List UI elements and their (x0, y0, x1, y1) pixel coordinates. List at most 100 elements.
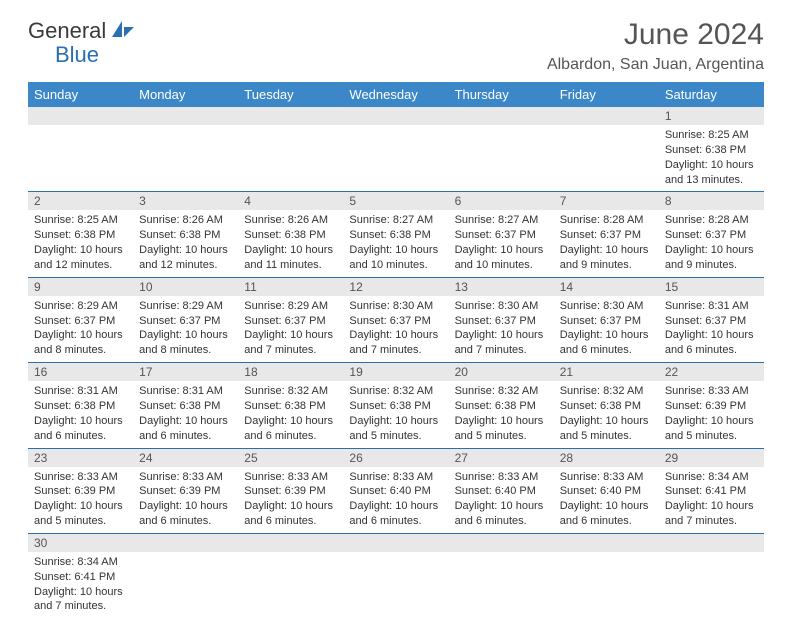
day-details: Sunrise: 8:32 AMSunset: 6:38 PMDaylight:… (343, 381, 448, 447)
calendar-cell: 9Sunrise: 8:29 AMSunset: 6:37 PMDaylight… (28, 277, 133, 362)
calendar-cell (659, 533, 764, 618)
day-header: Monday (133, 82, 238, 107)
calendar-cell: 13Sunrise: 8:30 AMSunset: 6:37 PMDayligh… (449, 277, 554, 362)
calendar-cell: 16Sunrise: 8:31 AMSunset: 6:38 PMDayligh… (28, 363, 133, 448)
empty-day-number (449, 534, 554, 552)
day-number: 9 (28, 278, 133, 296)
day-number: 8 (659, 192, 764, 210)
logo-blue-wrap: Blue (55, 42, 99, 68)
day-header: Friday (554, 82, 659, 107)
day-details: Sunrise: 8:34 AMSunset: 6:41 PMDaylight:… (28, 552, 133, 618)
calendar-cell (133, 533, 238, 618)
calendar-cell: 19Sunrise: 8:32 AMSunset: 6:38 PMDayligh… (343, 363, 448, 448)
calendar-cell (238, 107, 343, 192)
calendar-cell: 10Sunrise: 8:29 AMSunset: 6:37 PMDayligh… (133, 277, 238, 362)
calendar-cell (449, 533, 554, 618)
calendar-cell (449, 107, 554, 192)
empty-day-number (238, 107, 343, 125)
calendar-week: 30Sunrise: 8:34 AMSunset: 6:41 PMDayligh… (28, 533, 764, 618)
logo-text-blue: Blue (55, 42, 99, 67)
empty-day-number (554, 534, 659, 552)
day-details: Sunrise: 8:30 AMSunset: 6:37 PMDaylight:… (449, 296, 554, 362)
day-details: Sunrise: 8:33 AMSunset: 6:40 PMDaylight:… (343, 467, 448, 533)
calendar-cell: 25Sunrise: 8:33 AMSunset: 6:39 PMDayligh… (238, 448, 343, 533)
calendar-cell: 7Sunrise: 8:28 AMSunset: 6:37 PMDaylight… (554, 192, 659, 277)
day-number: 16 (28, 363, 133, 381)
sail-icon (110, 19, 136, 44)
day-details: Sunrise: 8:33 AMSunset: 6:40 PMDaylight:… (554, 467, 659, 533)
day-details: Sunrise: 8:31 AMSunset: 6:37 PMDaylight:… (659, 296, 764, 362)
empty-day-number (554, 107, 659, 125)
day-details: Sunrise: 8:30 AMSunset: 6:37 PMDaylight:… (554, 296, 659, 362)
calendar-cell: 20Sunrise: 8:32 AMSunset: 6:38 PMDayligh… (449, 363, 554, 448)
calendar-cell: 5Sunrise: 8:27 AMSunset: 6:38 PMDaylight… (343, 192, 448, 277)
day-number: 4 (238, 192, 343, 210)
calendar-cell: 15Sunrise: 8:31 AMSunset: 6:37 PMDayligh… (659, 277, 764, 362)
calendar-cell: 21Sunrise: 8:32 AMSunset: 6:38 PMDayligh… (554, 363, 659, 448)
day-number: 21 (554, 363, 659, 381)
calendar-cell: 29Sunrise: 8:34 AMSunset: 6:41 PMDayligh… (659, 448, 764, 533)
calendar-table: SundayMondayTuesdayWednesdayThursdayFrid… (28, 82, 764, 618)
day-number: 1 (659, 107, 764, 125)
calendar-cell: 6Sunrise: 8:27 AMSunset: 6:37 PMDaylight… (449, 192, 554, 277)
day-number: 24 (133, 449, 238, 467)
calendar-cell: 23Sunrise: 8:33 AMSunset: 6:39 PMDayligh… (28, 448, 133, 533)
location: Albardon, San Juan, Argentina (547, 56, 764, 74)
day-number: 3 (133, 192, 238, 210)
calendar-header-row: SundayMondayTuesdayWednesdayThursdayFrid… (28, 82, 764, 107)
calendar-cell: 11Sunrise: 8:29 AMSunset: 6:37 PMDayligh… (238, 277, 343, 362)
logo-text-general: General (28, 18, 106, 44)
day-details: Sunrise: 8:27 AMSunset: 6:37 PMDaylight:… (449, 210, 554, 276)
calendar-cell: 26Sunrise: 8:33 AMSunset: 6:40 PMDayligh… (343, 448, 448, 533)
calendar-week: 16Sunrise: 8:31 AMSunset: 6:38 PMDayligh… (28, 363, 764, 448)
calendar-cell: 2Sunrise: 8:25 AMSunset: 6:38 PMDaylight… (28, 192, 133, 277)
calendar-cell: 1Sunrise: 8:25 AMSunset: 6:38 PMDaylight… (659, 107, 764, 192)
logo: General (28, 18, 138, 44)
day-number: 17 (133, 363, 238, 381)
calendar-cell: 3Sunrise: 8:26 AMSunset: 6:38 PMDaylight… (133, 192, 238, 277)
day-header: Tuesday (238, 82, 343, 107)
day-header: Wednesday (343, 82, 448, 107)
day-number: 18 (238, 363, 343, 381)
month-title: June 2024 (547, 18, 764, 52)
day-details: Sunrise: 8:26 AMSunset: 6:38 PMDaylight:… (238, 210, 343, 276)
day-number: 19 (343, 363, 448, 381)
day-number: 26 (343, 449, 448, 467)
day-details: Sunrise: 8:34 AMSunset: 6:41 PMDaylight:… (659, 467, 764, 533)
day-number: 22 (659, 363, 764, 381)
day-details: Sunrise: 8:29 AMSunset: 6:37 PMDaylight:… (28, 296, 133, 362)
day-number: 30 (28, 534, 133, 552)
day-details: Sunrise: 8:29 AMSunset: 6:37 PMDaylight:… (238, 296, 343, 362)
calendar-cell: 4Sunrise: 8:26 AMSunset: 6:38 PMDaylight… (238, 192, 343, 277)
day-details: Sunrise: 8:32 AMSunset: 6:38 PMDaylight:… (449, 381, 554, 447)
empty-day-number (449, 107, 554, 125)
day-number: 27 (449, 449, 554, 467)
day-number: 29 (659, 449, 764, 467)
day-number: 28 (554, 449, 659, 467)
day-details: Sunrise: 8:33 AMSunset: 6:40 PMDaylight:… (449, 467, 554, 533)
empty-day-number (133, 107, 238, 125)
calendar-cell (238, 533, 343, 618)
calendar-cell (343, 533, 448, 618)
day-details: Sunrise: 8:33 AMSunset: 6:39 PMDaylight:… (659, 381, 764, 447)
day-number: 11 (238, 278, 343, 296)
calendar-cell: 30Sunrise: 8:34 AMSunset: 6:41 PMDayligh… (28, 533, 133, 618)
calendar-cell: 18Sunrise: 8:32 AMSunset: 6:38 PMDayligh… (238, 363, 343, 448)
day-details: Sunrise: 8:25 AMSunset: 6:38 PMDaylight:… (28, 210, 133, 276)
empty-day-number (28, 107, 133, 125)
day-details: Sunrise: 8:31 AMSunset: 6:38 PMDaylight:… (28, 381, 133, 447)
calendar-week: 9Sunrise: 8:29 AMSunset: 6:37 PMDaylight… (28, 277, 764, 362)
day-number: 5 (343, 192, 448, 210)
calendar-cell: 14Sunrise: 8:30 AMSunset: 6:37 PMDayligh… (554, 277, 659, 362)
header: General June 2024 Albardon, San Juan, Ar… (28, 18, 764, 74)
day-number: 20 (449, 363, 554, 381)
day-number: 25 (238, 449, 343, 467)
day-header: Sunday (28, 82, 133, 107)
calendar-cell (554, 107, 659, 192)
day-details: Sunrise: 8:28 AMSunset: 6:37 PMDaylight:… (554, 210, 659, 276)
day-details: Sunrise: 8:32 AMSunset: 6:38 PMDaylight:… (238, 381, 343, 447)
empty-day-number (133, 534, 238, 552)
calendar-cell: 12Sunrise: 8:30 AMSunset: 6:37 PMDayligh… (343, 277, 448, 362)
day-details: Sunrise: 8:33 AMSunset: 6:39 PMDaylight:… (28, 467, 133, 533)
calendar-cell: 22Sunrise: 8:33 AMSunset: 6:39 PMDayligh… (659, 363, 764, 448)
